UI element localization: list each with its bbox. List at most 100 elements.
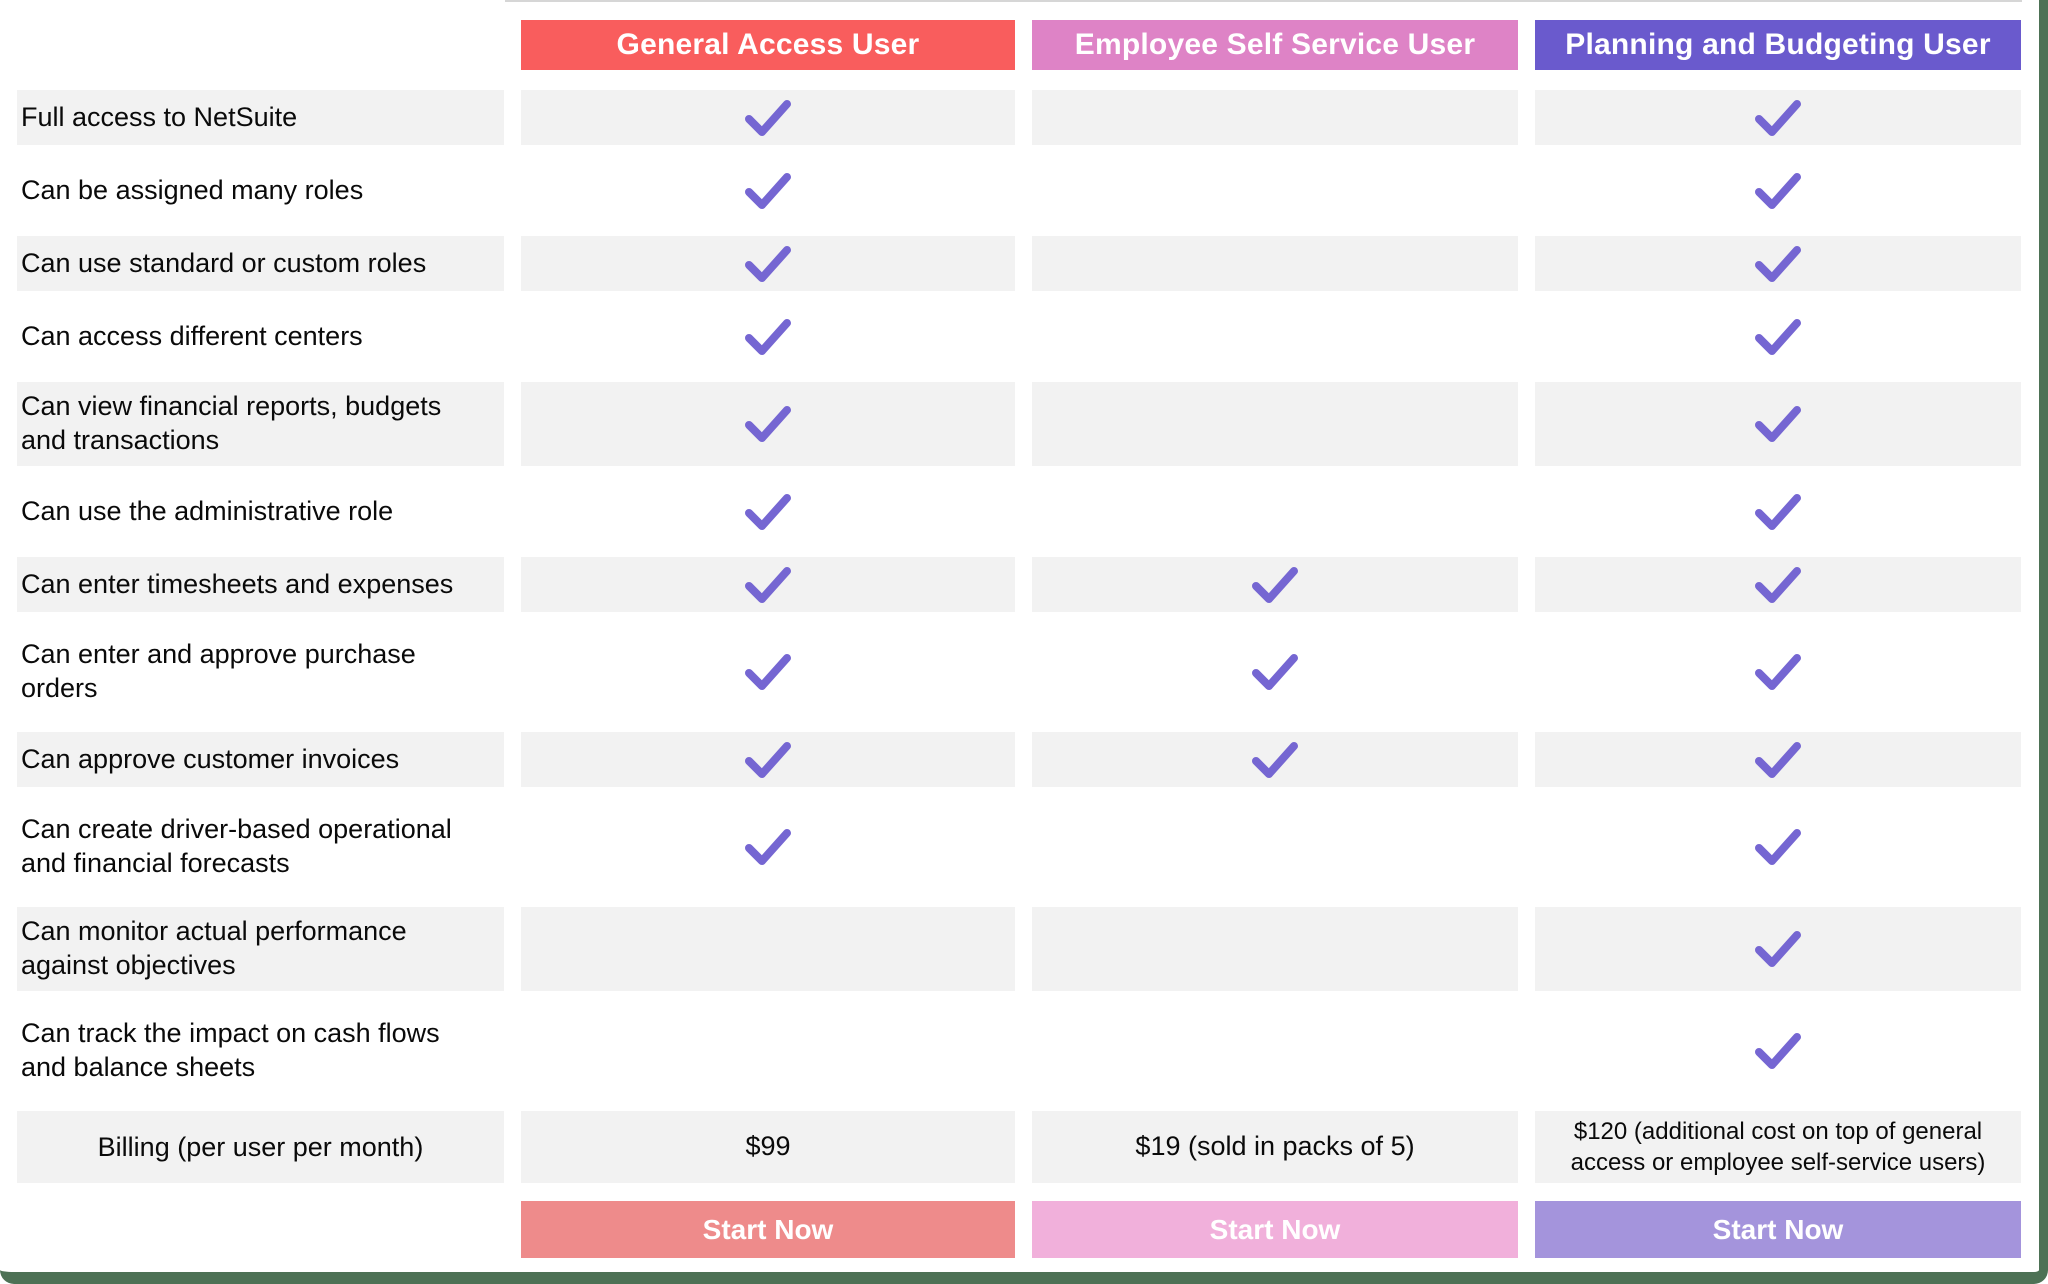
feature-label: Can approve customer invoices — [17, 732, 504, 787]
check-cell — [1535, 236, 2021, 291]
check-cell — [521, 484, 1015, 539]
check-icon — [1755, 566, 1801, 603]
check-cell — [521, 382, 1015, 466]
empty-cell — [1032, 90, 1518, 145]
feature-label: Can view financial reports, budgets and … — [17, 382, 504, 466]
check-cell — [521, 805, 1015, 889]
check-icon — [1755, 931, 1801, 967]
check-cell — [1032, 557, 1518, 612]
empty-cell — [1032, 907, 1518, 991]
pricing-comparison-table: General Access User Employee Self Servic… — [0, 20, 2021, 1258]
billing-value-planning-budgeting: $120 (additional cost on top of general … — [1535, 1111, 2021, 1183]
feature-row: Can monitor actual performance against o… — [17, 907, 2021, 991]
header-row: General Access User Employee Self Servic… — [17, 20, 2021, 70]
check-icon — [1755, 493, 1801, 530]
check-cell — [1535, 907, 2021, 991]
header-spacer — [17, 20, 504, 70]
button-row-spacer — [17, 1201, 504, 1258]
check-cell — [1535, 805, 2021, 889]
empty-cell — [1032, 236, 1518, 291]
check-icon — [745, 99, 791, 136]
check-icon — [1755, 1033, 1801, 1069]
check-icon — [1755, 172, 1801, 209]
feature-row: Can track the impact on cash flows and b… — [17, 1009, 2021, 1093]
start-now-button-general-access[interactable]: Start Now — [521, 1201, 1015, 1258]
empty-cell — [1032, 382, 1518, 466]
check-icon — [745, 566, 791, 603]
feature-label: Can enter timesheets and expenses — [17, 557, 504, 612]
empty-cell — [521, 907, 1015, 991]
check-icon — [745, 493, 791, 530]
feature-row: Can create driver-based operational and … — [17, 805, 2021, 889]
check-icon — [1755, 318, 1801, 355]
start-now-button-planning-budgeting[interactable]: Start Now — [1535, 1201, 2021, 1258]
plan-header-employee-self-service: Employee Self Service User — [1032, 20, 1518, 70]
feature-label: Can monitor actual performance against o… — [17, 907, 504, 991]
plan-header-general-access: General Access User — [521, 20, 1015, 70]
check-cell — [1535, 90, 2021, 145]
feature-rows: Full access to NetSuite Can be assigned m… — [0, 90, 2021, 1093]
check-cell — [1535, 163, 2021, 218]
check-icon — [1755, 654, 1801, 690]
check-cell — [521, 90, 1015, 145]
check-icon — [1755, 245, 1801, 282]
check-cell — [521, 630, 1015, 714]
check-icon — [1252, 741, 1298, 778]
empty-cell — [1032, 1009, 1518, 1093]
check-icon — [1755, 829, 1801, 865]
feature-row: Can use standard or custom roles — [17, 236, 2021, 291]
check-cell — [521, 236, 1015, 291]
check-icon — [745, 741, 791, 778]
check-cell — [1535, 630, 2021, 714]
billing-label: Billing (per user per month) — [17, 1111, 504, 1183]
feature-row: Can enter and approve purchase orders — [17, 630, 2021, 714]
button-row: Start Now Start Now Start Now — [17, 1201, 2021, 1258]
feature-label: Can track the impact on cash flows and b… — [21, 1018, 440, 1082]
check-icon — [1755, 406, 1801, 442]
feature-label: Can enter and approve purchase orders — [21, 639, 416, 703]
check-cell — [1535, 484, 2021, 539]
feature-row: Can enter timesheets and expenses — [17, 557, 2021, 612]
check-icon — [745, 829, 791, 865]
empty-cell — [1032, 805, 1518, 889]
start-now-button-employee-self-service[interactable]: Start Now — [1032, 1201, 1518, 1258]
check-cell — [521, 732, 1015, 787]
billing-value-general-access: $99 — [521, 1111, 1015, 1183]
check-cell — [1032, 732, 1518, 787]
empty-cell — [1032, 163, 1518, 218]
empty-cell — [1032, 484, 1518, 539]
feature-row: Full access to NetSuite — [17, 90, 2021, 145]
feature-label: Full access to NetSuite — [17, 90, 504, 145]
check-icon — [1252, 654, 1298, 690]
check-cell — [1535, 309, 2021, 364]
check-icon — [745, 654, 791, 690]
check-cell — [1032, 630, 1518, 714]
check-icon — [1252, 566, 1298, 603]
empty-cell — [1032, 309, 1518, 364]
feature-row: Can use the administrative role — [17, 484, 2021, 539]
feature-label: Can use the administrative role — [21, 495, 394, 526]
check-cell — [1535, 382, 2021, 466]
feature-row: Can view financial reports, budgets and … — [17, 382, 2021, 466]
billing-value-employee-self-service: $19 (sold in packs of 5) — [1032, 1111, 1518, 1183]
feature-label: Can be assigned many roles — [21, 174, 364, 205]
feature-row: Can access different centers — [17, 309, 2021, 364]
empty-cell — [521, 1009, 1015, 1093]
billing-row: Billing (per user per month) $99 $19 (so… — [17, 1111, 2021, 1183]
check-cell — [1535, 1009, 2021, 1093]
check-cell — [1535, 557, 2021, 612]
plan-header-planning-budgeting: Planning and Budgeting User — [1535, 20, 2021, 70]
check-icon — [1755, 99, 1801, 136]
feature-label: Can access different centers — [21, 320, 363, 351]
check-cell — [521, 557, 1015, 612]
check-icon — [745, 172, 791, 209]
check-icon — [745, 245, 791, 282]
check-cell — [521, 309, 1015, 364]
feature-label: Can create driver-based operational and … — [21, 814, 452, 878]
check-icon — [745, 406, 791, 442]
top-hairline — [505, 0, 2022, 2]
check-icon — [745, 318, 791, 355]
check-icon — [1755, 741, 1801, 778]
feature-row: Can be assigned many roles — [17, 163, 2021, 218]
feature-row: Can approve customer invoices — [17, 732, 2021, 787]
